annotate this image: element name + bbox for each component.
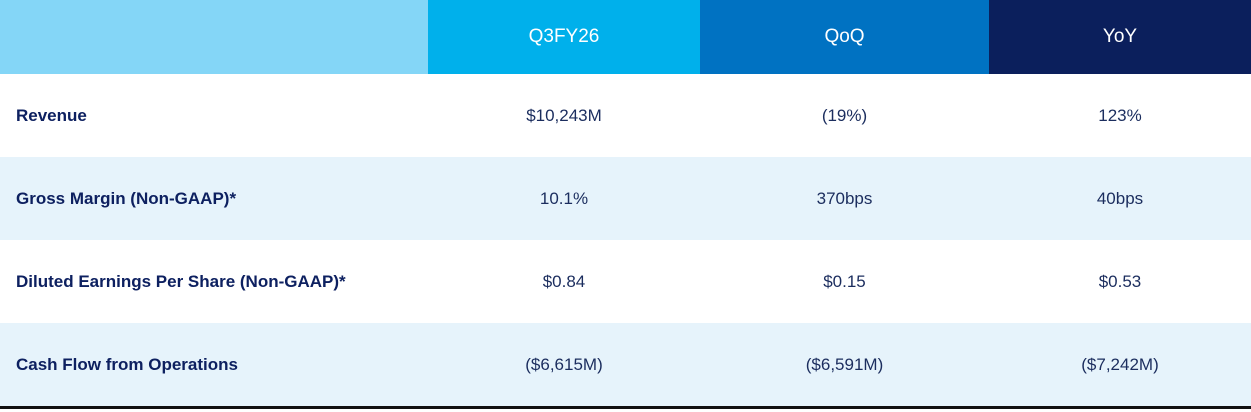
cell-qoq: ($6,591M) bbox=[700, 323, 989, 406]
cell-yoy: 40bps bbox=[989, 157, 1251, 240]
cell-q3fy26: 10.1% bbox=[428, 157, 700, 240]
cell-q3fy26: $0.84 bbox=[428, 240, 700, 323]
row-label: Diluted Earnings Per Share (Non-GAAP)* bbox=[0, 240, 428, 323]
cell-qoq: (19%) bbox=[700, 74, 989, 157]
cell-yoy: 123% bbox=[989, 74, 1251, 157]
cell-yoy: $0.53 bbox=[989, 240, 1251, 323]
table-row-revenue: Revenue $10,243M (19%) 123% bbox=[0, 74, 1251, 157]
table-header-row: Q3FY26 QoQ YoY bbox=[0, 0, 1251, 74]
header-qoq: QoQ bbox=[700, 0, 989, 74]
row-label: Gross Margin (Non-GAAP)* bbox=[0, 157, 428, 240]
header-corner-cell bbox=[0, 0, 428, 74]
row-label: Cash Flow from Operations bbox=[0, 323, 428, 406]
header-yoy: YoY bbox=[989, 0, 1251, 74]
cell-yoy: ($7,242M) bbox=[989, 323, 1251, 406]
cell-qoq: 370bps bbox=[700, 157, 989, 240]
table-row-gross-margin: Gross Margin (Non-GAAP)* 10.1% 370bps 40… bbox=[0, 157, 1251, 240]
cell-qoq: $0.15 bbox=[700, 240, 989, 323]
header-q3fy26: Q3FY26 bbox=[428, 0, 700, 74]
table-row-diluted-eps: Diluted Earnings Per Share (Non-GAAP)* $… bbox=[0, 240, 1251, 323]
bottom-rule-divider bbox=[0, 406, 1251, 409]
table-row-cash-flow: Cash Flow from Operations ($6,615M) ($6,… bbox=[0, 323, 1251, 406]
cell-q3fy26: ($6,615M) bbox=[428, 323, 700, 406]
row-label: Revenue bbox=[0, 74, 428, 157]
cell-q3fy26: $10,243M bbox=[428, 74, 700, 157]
